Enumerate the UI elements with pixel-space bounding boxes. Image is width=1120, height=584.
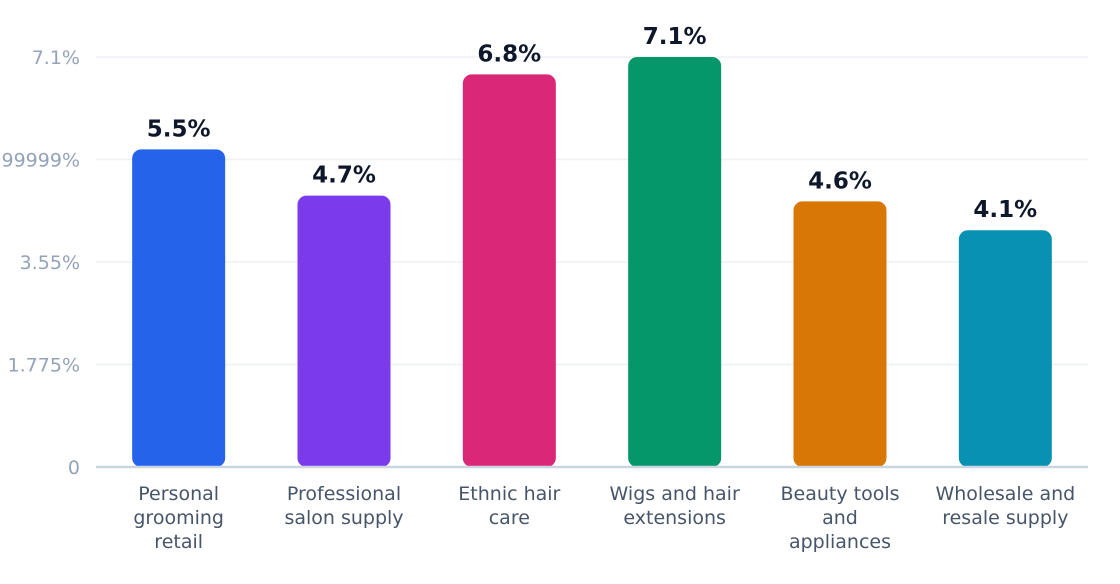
data-label: 4.1% [973, 197, 1037, 223]
y-tick-label: 1.775% [8, 355, 80, 377]
category-label-line: Beauty tools [780, 483, 899, 505]
bar [793, 201, 887, 467]
bar [132, 149, 226, 468]
category-label-line: Wholesale and [935, 483, 1075, 505]
category-label-line: appliances [789, 531, 891, 553]
category-label-line: care [489, 507, 530, 529]
category-label: Ethnic hair care [458, 483, 560, 529]
y-tick-label: 7.1% [32, 47, 80, 69]
category-label: Wigs and hair extensions [610, 483, 740, 529]
data-label: 6.8% [477, 41, 541, 67]
category-label-line: Professional [287, 483, 401, 505]
data-label: 4.7% [312, 163, 376, 189]
category-label-line: resale supply [942, 507, 1068, 529]
category-label-line: Ethnic hair [458, 483, 560, 505]
y-tick-label: 3.55% [20, 252, 80, 274]
bar [462, 74, 556, 467]
category-label: Wholesale and resale supply [935, 483, 1075, 529]
category-label-line: Wigs and hair [610, 483, 740, 505]
y-tick-label: 0 [68, 457, 80, 479]
category-label-line: Personal [138, 483, 219, 505]
category-label: Professional salon supply [284, 483, 403, 529]
bars [132, 57, 1052, 468]
category-label-line: salon supply [284, 507, 403, 529]
category-label-line: retail [154, 531, 203, 553]
category-label-line: extensions [623, 507, 726, 529]
grid-lines [96, 56, 1088, 366]
data-label: 4.6% [808, 168, 872, 194]
x-axis-categories: Personal grooming retail Professional salon … [133, 483, 1075, 553]
bar [297, 195, 391, 467]
y-axis-ticks: 0 1.775% 3.55% 5.324999999999999% 7.1% [0, 47, 80, 479]
data-label: 7.1% [643, 24, 707, 50]
bar [628, 57, 722, 467]
category-label: Personal grooming retail [133, 483, 224, 553]
bar [958, 230, 1052, 467]
data-label: 5.5% [147, 116, 211, 142]
y-tick-label: 5.324999999999999% [0, 150, 80, 172]
category-label: Beauty tools and appliances [780, 483, 899, 553]
category-label-line: grooming [133, 507, 224, 529]
category-label-line: and [822, 507, 858, 529]
data-labels: 5.5% 4.7% 6.8% 7.1% 4.6% 4.1% [147, 24, 1037, 223]
